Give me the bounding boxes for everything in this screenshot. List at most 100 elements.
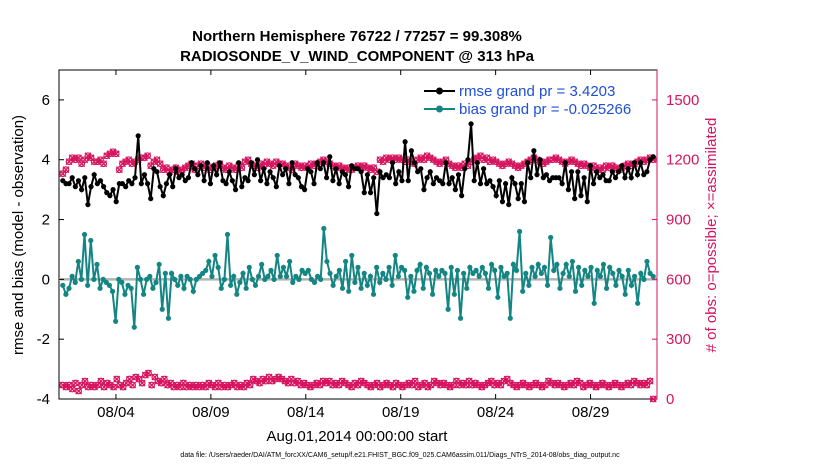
bias-point: [426, 270, 433, 276]
bias-point: [395, 273, 401, 279]
bias-point: [243, 285, 249, 291]
rmse-point: [503, 181, 509, 187]
obs_assimilated-point: [480, 156, 488, 164]
obs_assimilated_low-point: [383, 379, 391, 387]
rmse-point: [396, 169, 402, 175]
rmse-point: [75, 178, 82, 184]
bias-point: [526, 282, 532, 288]
bias-point: [520, 288, 526, 294]
bias-point: [597, 273, 603, 279]
obs_assimilated_low-point: [456, 381, 464, 389]
obs_assimilated-point: [159, 166, 167, 174]
obs_assimilated_low-point: [529, 381, 537, 389]
rmse-point: [638, 160, 644, 166]
obs_assimilated_low-point: [608, 381, 616, 389]
bias-point: [442, 270, 448, 276]
obs_assimilated_low-point: [319, 377, 327, 385]
legend-label-rmse: rmse grand pr = 3.4203: [459, 83, 615, 100]
bias-point: [489, 261, 495, 268]
obs_assimilated-point: [555, 156, 563, 164]
obs_assimilated_low-point: [424, 383, 432, 391]
obs_assimilated-point: [241, 158, 249, 166]
rmse-point: [163, 181, 170, 187]
bias-point: [364, 282, 370, 288]
obs_assimilated_low-point: [554, 379, 562, 387]
rmse-point: [204, 160, 210, 166]
rmse-point: [609, 169, 615, 175]
obs_assimilated_low-point: [364, 381, 371, 389]
obs_assimilated_low-point: [145, 369, 152, 377]
obs_possible_low-point: [97, 377, 105, 385]
obs_assimilated_low-point: [506, 379, 514, 387]
rmse-point: [192, 166, 198, 172]
rmse-point: [85, 201, 91, 208]
bias-point: [165, 315, 172, 321]
obs_assimilated-point: [181, 164, 189, 172]
obs_assimilated-point: [106, 150, 114, 158]
bias-point: [140, 291, 147, 297]
rmse-point: [286, 181, 292, 187]
rmse-point: [223, 181, 229, 187]
obs_assimilated_low-point: [125, 375, 133, 383]
obs_assimilated_low-point: [392, 379, 400, 387]
x-tick-label: 08/09: [192, 404, 230, 421]
bias-point: [147, 273, 153, 279]
bias-point: [569, 258, 576, 265]
obs_assimilated-point: [580, 160, 588, 168]
bias-point: [538, 270, 544, 276]
obs_assimilated-point: [266, 160, 274, 168]
obs_assimilated_low-point: [268, 377, 276, 385]
rmse-point: [283, 166, 289, 172]
rmse-point: [72, 184, 78, 190]
bias-point: [318, 276, 324, 282]
y-left-tick-label: -2: [37, 331, 50, 348]
bias-point: [181, 285, 187, 291]
bias-point: [321, 225, 327, 232]
bias-point: [423, 264, 429, 270]
bias-point: [473, 267, 479, 273]
bias-point: [650, 273, 656, 279]
obs_assimilated_low-point: [586, 379, 594, 387]
rmse-point: [562, 160, 568, 166]
obs_assimilated-point: [489, 156, 497, 164]
obs_assimilated_low-point: [440, 379, 448, 387]
rmse-point: [594, 169, 600, 175]
bias-point: [622, 291, 628, 297]
rmse-point: [264, 181, 270, 187]
obs_assimilated_low-point: [72, 379, 79, 387]
bias-point: [355, 264, 361, 270]
rmse-point: [270, 175, 276, 181]
rmse-point: [323, 175, 330, 181]
obs_assimilated-point: [62, 166, 70, 174]
obs_assimilated_low-point: [414, 383, 422, 391]
bias-point: [548, 234, 554, 241]
rmse-point: [138, 181, 144, 187]
rmse-point: [506, 201, 512, 208]
bias-point: [75, 258, 81, 265]
bias-point: [66, 285, 72, 291]
x-tick-label: 08/24: [477, 404, 515, 421]
rmse-point: [628, 175, 634, 181]
bias-point: [492, 267, 498, 273]
rmse-point: [217, 160, 223, 166]
rmse-point: [361, 190, 367, 196]
obs_assimilated-point: [448, 162, 456, 170]
bias-point: [131, 324, 137, 330]
obs_assimilated-point: [225, 162, 233, 170]
rmse-point: [302, 187, 308, 193]
bias-point: [209, 273, 215, 279]
obs_assimilated_low-point: [75, 387, 83, 395]
rmse-point: [625, 166, 631, 172]
obs_assimilated-point: [602, 162, 610, 170]
rmse-point: [590, 181, 597, 187]
rmse-point: [452, 187, 458, 193]
bias-point: [532, 273, 538, 279]
obs_assimilated-point: [552, 154, 560, 162]
obs_assimilated_low-point: [437, 381, 444, 389]
obs_assimilated_low-point: [560, 383, 568, 391]
rmse-point: [443, 160, 449, 166]
obs_assimilated-point: [115, 166, 123, 174]
legend-marker-rmse: [436, 87, 443, 95]
bias-point: [563, 261, 569, 268]
rmse-point: [141, 172, 148, 178]
